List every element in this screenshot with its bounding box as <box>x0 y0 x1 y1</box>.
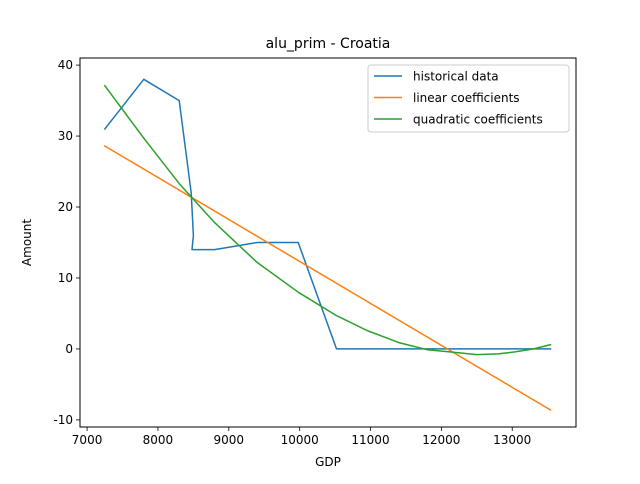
x-tick-label: 13000 <box>493 433 531 447</box>
y-tick-label: 40 <box>58 58 73 72</box>
legend-label-0: historical data <box>413 70 499 84</box>
chart-title: alu_prim - Croatia <box>266 36 391 52</box>
legend-box <box>367 64 570 133</box>
series-line-0 <box>103 78 552 350</box>
y-axis-label: Amount <box>20 219 34 266</box>
x-tick-label: 9000 <box>214 433 245 447</box>
x-tick-label: 12000 <box>422 433 460 447</box>
x-tick-label: 11000 <box>351 433 389 447</box>
x-tick-label: 7000 <box>72 433 103 447</box>
legend-label-1: linear coefficients <box>413 91 520 105</box>
y-tick-label: 20 <box>58 200 73 214</box>
y-tick-label: 10 <box>58 271 73 285</box>
legend-label-2: quadratic coefficients <box>413 113 543 127</box>
y-tick-label: 0 <box>65 342 73 356</box>
y-axis-ticks: -10 0 10 20 30 40 <box>53 58 80 427</box>
x-axis-ticks: 7000 8000 9000 10000 11000 12000 13000 <box>72 427 531 447</box>
legend: historical data linear coefficients quadra… <box>367 64 570 133</box>
x-axis-label: GDP <box>315 455 341 469</box>
x-tick-label: 10000 <box>281 433 319 447</box>
y-tick-label: -10 <box>53 413 73 427</box>
y-tick-label: 30 <box>58 129 73 143</box>
series-line-1 <box>103 144 552 412</box>
axes-frame <box>79 57 577 428</box>
x-tick-label: 8000 <box>143 433 174 447</box>
series-line-2 <box>103 84 552 356</box>
plot-area <box>103 78 552 412</box>
